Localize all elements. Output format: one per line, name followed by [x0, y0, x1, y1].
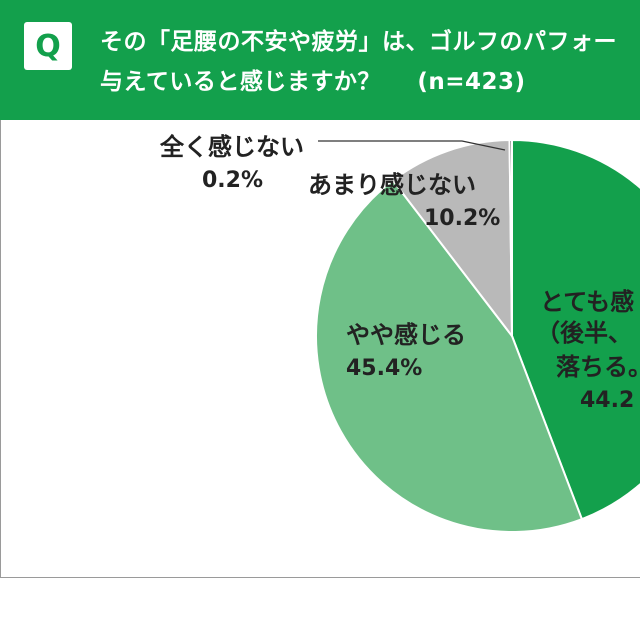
label-strong: とても感 [540, 287, 634, 317]
label-somewhat: やや感じる [346, 321, 466, 349]
question-text-line1: その「足腰の不安や疲労」は、ゴルフのパフォー [100, 29, 617, 55]
question-header: Q その「足腰の不安や疲労」は、ゴルフのパフォー 与えていると感じますか？ (n… [0, 0, 640, 120]
pie-slice-not_much [391, 139, 514, 340]
pie-slice-somewhat [315, 178, 584, 533]
label-not-at-all-percent: 0.2% [202, 168, 264, 193]
label-not-at-all: 全く感じない [160, 133, 304, 161]
question-text-line2: 与えていると感じますか？ (n=423) [100, 62, 526, 96]
question-badge: Q [24, 22, 72, 70]
label-not-much: あまり感じない [308, 171, 476, 199]
question-text-line2-main: 与えていると感じますか？ [100, 69, 381, 95]
pie-slice-not_at_all [508, 138, 513, 337]
label-strong-line3-box: 落ちる。 [556, 352, 640, 382]
label-strong-percent: 44.2 [580, 388, 635, 413]
pie-slice-strong [511, 138, 640, 521]
label-not-much-percent: 10.2% [424, 206, 501, 231]
label-strong-line3: 落ちる。 [556, 353, 640, 381]
leader-line-not-at-all [318, 140, 506, 151]
sample-size: (n=423) [417, 69, 526, 95]
label-somewhat-percent: 45.4% [346, 356, 423, 381]
label-strong-line2-box: （後半、 [536, 318, 632, 348]
label-strong-line2: （後半、 [536, 319, 632, 347]
chart-panel [0, 120, 640, 578]
label-strong-line1: とても感 [540, 288, 635, 316]
